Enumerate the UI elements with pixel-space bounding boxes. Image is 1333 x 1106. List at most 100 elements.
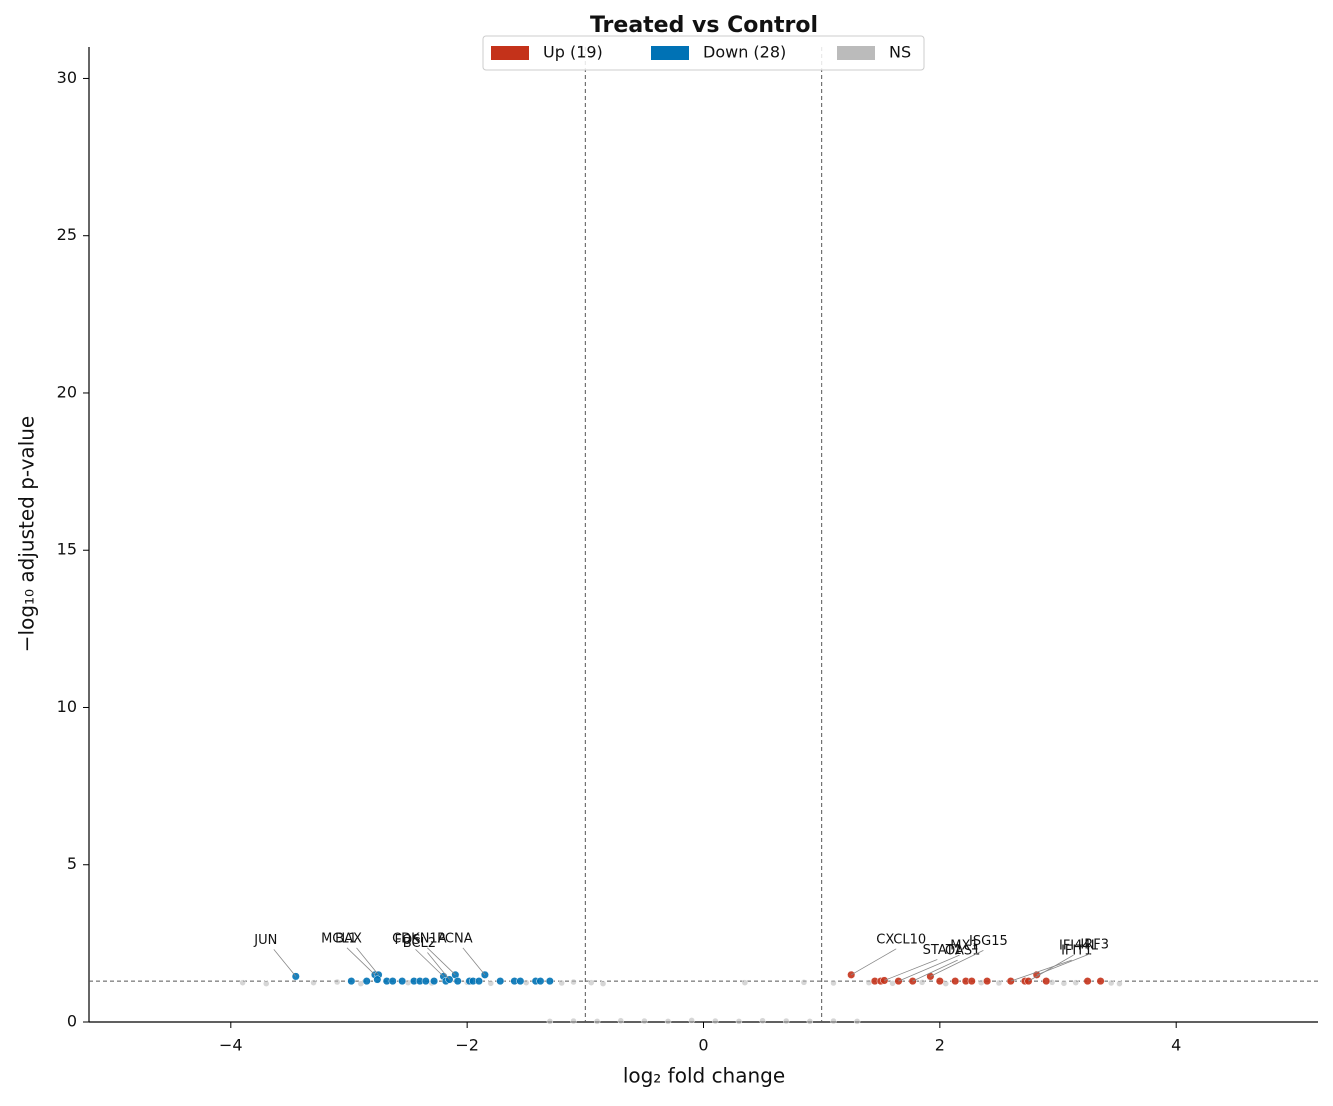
point (1107, 979, 1115, 987)
label-leader (1010, 959, 1072, 982)
point (1042, 977, 1051, 986)
point (570, 1017, 577, 1025)
point-label: ISG15 (969, 934, 1008, 949)
label-leader (346, 947, 376, 976)
point-label: MCL1 (321, 931, 357, 946)
y-tick-label: 15 (57, 540, 77, 559)
point (347, 977, 356, 986)
point (546, 1018, 554, 1025)
label-leader (427, 952, 450, 980)
point (1096, 977, 1105, 986)
point-label: CDKN1A (392, 931, 447, 946)
label-leader (427, 947, 456, 976)
point (830, 979, 837, 987)
point (421, 977, 430, 986)
point (430, 977, 439, 986)
point (599, 980, 607, 987)
point (545, 977, 554, 986)
point-label: OAS1 (945, 944, 980, 959)
point-label: CXCL10 (876, 932, 926, 947)
y-tick-label: 10 (57, 697, 77, 716)
point (1083, 977, 1092, 986)
label-leader (1036, 953, 1090, 976)
point (570, 978, 577, 986)
x-tick-label: −2 (455, 1036, 479, 1055)
point (800, 979, 808, 986)
point-label: IFIT1 (1061, 944, 1092, 959)
point (688, 1017, 695, 1024)
y-tick-label: 25 (57, 225, 77, 244)
point (333, 978, 341, 986)
point-label: MX1 (950, 939, 978, 954)
point-label: JUN (253, 933, 277, 948)
point-label: BCL2 (403, 936, 436, 951)
point (558, 979, 565, 987)
point (516, 977, 525, 986)
point-label: STAT1 (923, 943, 962, 958)
point (1024, 977, 1033, 986)
legend-label: Up (19) (543, 43, 603, 62)
point (487, 980, 495, 987)
point (617, 1017, 625, 1024)
x-tick-label: 2 (935, 1036, 945, 1055)
point (995, 979, 1003, 987)
point (712, 1017, 719, 1025)
point (664, 1018, 672, 1025)
point (388, 977, 397, 986)
point (830, 1017, 837, 1025)
point (453, 977, 462, 986)
legend-frame (482, 35, 925, 71)
point (1060, 980, 1068, 987)
point (239, 979, 246, 986)
label-leader (930, 950, 984, 977)
label-leader (851, 948, 897, 976)
point (587, 979, 595, 986)
label-leader (1028, 954, 1074, 982)
x-tick-label: 4 (1171, 1036, 1181, 1055)
x-axis-label: log₂ fold change (623, 1064, 785, 1088)
point (853, 1018, 861, 1025)
point-label: PCNA (437, 931, 473, 946)
y-tick-label: 20 (57, 382, 77, 401)
point (398, 977, 407, 986)
point (983, 977, 992, 986)
chart-title: Treated vs Control (590, 13, 818, 38)
legend-swatch (651, 46, 689, 60)
point (741, 979, 749, 986)
label-leader (898, 954, 960, 982)
point (536, 977, 545, 986)
point-label: IRF3 (1080, 937, 1109, 952)
x-tick-label: 0 (698, 1036, 708, 1055)
point (951, 977, 960, 986)
label-leader (356, 947, 379, 976)
label-leader (273, 949, 297, 977)
legend-label: NS (889, 43, 911, 62)
point (641, 1017, 648, 1025)
point (918, 979, 926, 986)
point (759, 1017, 766, 1024)
point (782, 1017, 790, 1025)
label-leader (884, 959, 938, 981)
label-leader (912, 959, 958, 982)
point (967, 977, 976, 986)
point (373, 975, 382, 984)
legend: Up (19) Down (28) NS (482, 35, 925, 71)
point (593, 1018, 601, 1025)
point (1116, 980, 1123, 987)
y-tick-label: 0 (67, 1012, 77, 1031)
y-tick-label: 30 (57, 68, 77, 87)
x-tick-label: −4 (219, 1036, 243, 1055)
legend-label: Down (28) (703, 43, 786, 62)
legend-swatch (837, 46, 875, 60)
point (735, 1018, 743, 1025)
point (263, 980, 270, 987)
point-label: BAX (335, 931, 362, 946)
point (362, 977, 371, 986)
point (496, 977, 505, 986)
point-label: IFI44L (1059, 939, 1099, 954)
point (806, 1018, 814, 1025)
point (935, 977, 944, 986)
y-axis-label: −log₁₀ adjusted p-value (15, 416, 39, 652)
